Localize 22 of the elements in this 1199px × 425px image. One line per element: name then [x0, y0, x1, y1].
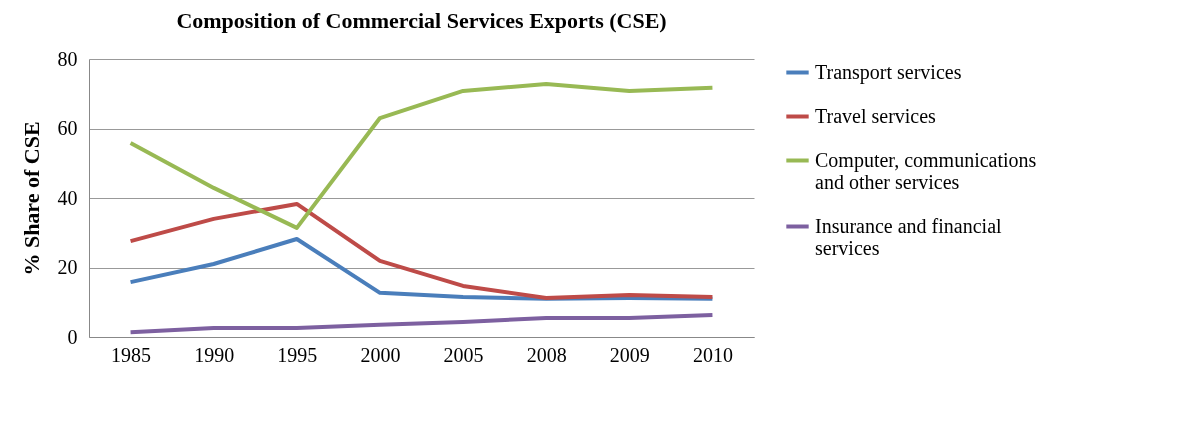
x-tick-label: 2010: [692, 343, 733, 366]
chart-title: Composition of Commercial Services Exports (CSE): [176, 8, 667, 33]
x-tick-label: 1990: [194, 343, 235, 366]
x-tick-label: 1985: [111, 343, 152, 366]
y-tick-label: 60: [57, 117, 78, 139]
x-tick-label: 1995: [277, 343, 318, 366]
y-tick-label: 0: [67, 325, 78, 348]
line-series: [128, 82, 715, 230]
legend-label: Travel services: [815, 104, 937, 127]
x-tick-label: 2008: [526, 343, 567, 366]
y-tick-label: 80: [57, 47, 78, 70]
line-series: [128, 201, 715, 301]
line-series: [128, 313, 715, 335]
legend-label: Transport services: [815, 60, 962, 84]
x-tick-label: 2005: [443, 343, 484, 366]
y-tick-label: 20: [57, 256, 78, 278]
x-tick-label: 2000: [360, 343, 401, 366]
legend-label: Insurance and financial services: [815, 214, 1003, 259]
y-axis-title: % Share of CSE: [18, 121, 44, 276]
legend-label: Computer, communications and other services: [815, 148, 1037, 193]
x-tick-label: 2009: [609, 343, 650, 366]
y-tick-label: 40: [57, 186, 78, 209]
